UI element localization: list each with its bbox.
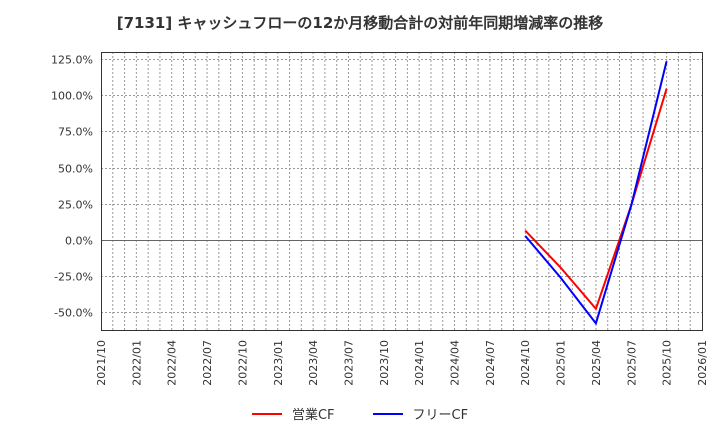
x-tick-label: 2022/10 bbox=[236, 340, 249, 386]
x-tick-label: 2022/07 bbox=[201, 340, 214, 386]
y-tick-label: -50.0% bbox=[54, 307, 93, 320]
x-tick-label: 2021/10 bbox=[95, 340, 108, 386]
y-tick-label: -25.0% bbox=[54, 271, 93, 284]
legend-swatch-blue bbox=[372, 412, 403, 415]
x-tick-label: 2024/04 bbox=[449, 340, 462, 386]
x-tick-label: 2026/01 bbox=[696, 340, 709, 386]
x-tick-label: 2023/01 bbox=[272, 340, 285, 386]
x-tick-label: 2023/10 bbox=[378, 340, 391, 386]
legend-label: 営業CF bbox=[291, 408, 335, 423]
x-tick-label: 2023/07 bbox=[342, 340, 355, 386]
x-tick-label: 2025/04 bbox=[590, 340, 603, 386]
x-tick-label: 2024/01 bbox=[413, 340, 426, 386]
x-tick-label: 2025/10 bbox=[661, 340, 674, 386]
x-tick-label: 2024/10 bbox=[519, 340, 532, 386]
chart-title: [7131] キャッシュフローの12か月移動合計の対前年同期増減率の推移 bbox=[116, 14, 604, 32]
x-tick-label: 2025/01 bbox=[555, 340, 568, 386]
legend-swatch-red bbox=[251, 412, 282, 415]
y-tick-label: 50.0% bbox=[58, 163, 93, 176]
x-tick-label: 2024/07 bbox=[484, 340, 497, 386]
legend: 営業CF フリーCF bbox=[0, 404, 720, 423]
line-chart: 125.0% 100.0% 75.0% 50.0% 25.0% 0.0% -25.0% -50… bbox=[51, 52, 709, 386]
series-line bbox=[524, 60, 668, 326]
x-tick-label: 2022/01 bbox=[130, 340, 143, 386]
y-tick-label: 25.0% bbox=[58, 199, 93, 212]
y-tick-label: 100.0% bbox=[51, 90, 93, 103]
legend-item-operating-cf: 営業CF bbox=[251, 404, 335, 423]
y-tick-label: 125.0% bbox=[51, 54, 93, 67]
plot-frame bbox=[101, 52, 703, 331]
legend-label: フリーCF bbox=[412, 408, 469, 423]
x-tick-label: 2023/04 bbox=[307, 340, 320, 386]
x-tick-label: 2025/07 bbox=[625, 340, 638, 386]
y-tick-label: 0.0% bbox=[65, 235, 93, 248]
x-tick-label: 2022/04 bbox=[166, 340, 179, 386]
legend-item-free-cf: フリーCF bbox=[372, 404, 469, 423]
series-line bbox=[524, 88, 668, 311]
y-tick-label: 75.0% bbox=[58, 126, 93, 139]
